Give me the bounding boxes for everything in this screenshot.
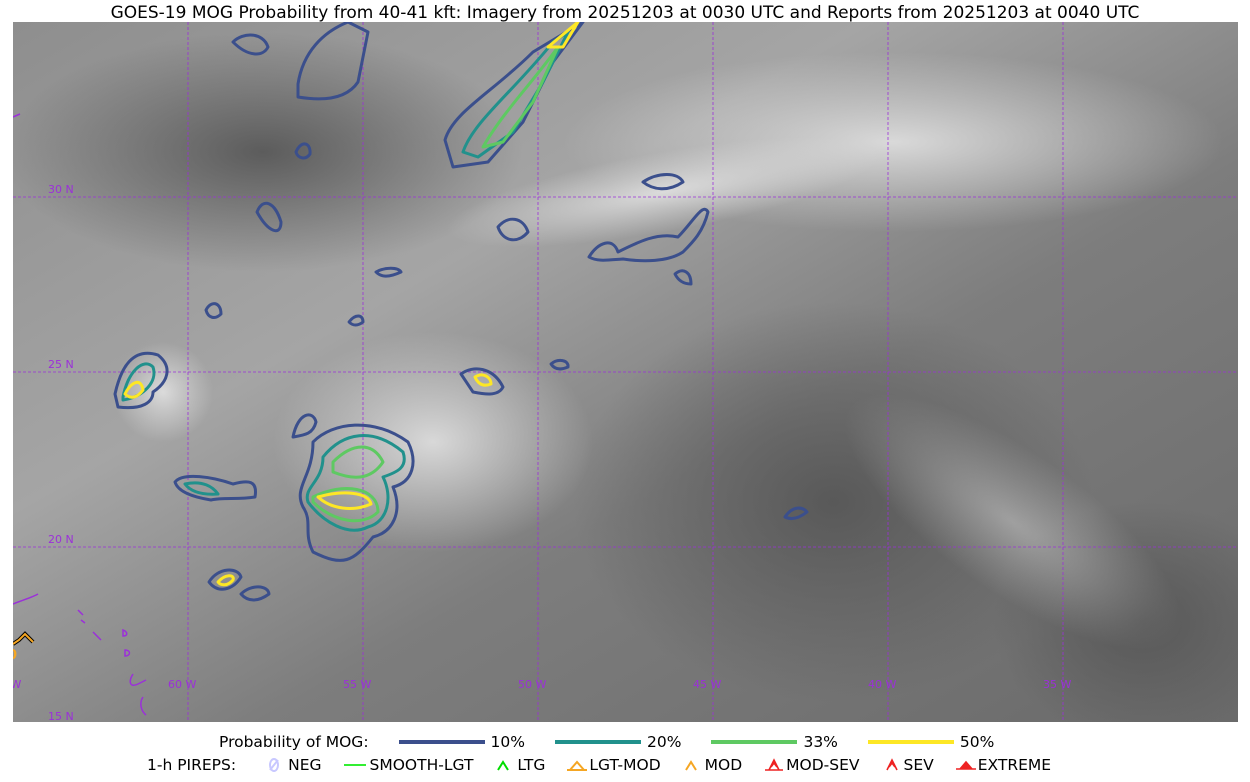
double-caret-icon (885, 758, 898, 771)
caret-icon (497, 760, 510, 771)
contour-10pct (113, 351, 169, 410)
longitude-label: 65 W (13, 678, 21, 691)
longitude-label: 60 W (168, 678, 196, 691)
figure-title: GOES-19 MOG Probability from 40-41 kft: … (110, 3, 1140, 23)
legend-swatch (555, 740, 641, 744)
probability-legend: Probability of MOG: 10% 20% 33% 50% (0, 733, 1250, 751)
contour-10pct (255, 201, 283, 233)
line-icon (343, 764, 366, 766)
pirep-legend-item: NEG (266, 756, 322, 774)
pirep-legend-label: MOD (704, 756, 743, 774)
contour-33pct (311, 445, 385, 523)
double-caret-bar-icon (765, 758, 784, 771)
contour-10pct (459, 367, 505, 396)
graticule (13, 22, 1238, 722)
contour-10pct (587, 208, 710, 263)
longitude-label: 50 W (518, 678, 546, 691)
contour-20pct (461, 30, 570, 159)
legend-swatch (867, 740, 954, 744)
neg-icon (269, 758, 280, 772)
pirep-legend-label: NEG (288, 756, 322, 774)
contour-50pct (216, 574, 235, 587)
contour-10pct (549, 358, 570, 371)
pirep-legend-item: EXTREME (955, 756, 1052, 774)
pirep-legend-item: SEV (882, 756, 934, 774)
latitude-label: 20 N (48, 533, 74, 546)
legend-level-label: 10% (490, 733, 525, 751)
legend-level-label: 50% (959, 733, 995, 751)
pirep-legend-label: MOD-SEV (786, 756, 860, 774)
caret-bar-icon (567, 760, 588, 771)
contour-20pct (183, 481, 220, 496)
contour-10pct (291, 413, 318, 439)
contour-10pct (347, 314, 365, 327)
contour-10pct (296, 22, 370, 101)
pirep-legend-label: LGT-MOD (589, 756, 661, 774)
contour-50pct (546, 22, 580, 49)
latitude-label: 25 N (48, 358, 74, 371)
latitude-label: 15 N (48, 710, 74, 722)
contour-10pct (231, 33, 270, 56)
longitude-label: 45 W (693, 678, 721, 691)
pirep-legend-item: SMOOTH-LGT (343, 756, 474, 774)
legend-swatch (398, 740, 485, 744)
pirep-legend-item: MOD-SEV (764, 756, 860, 774)
pirep-legend-item: LGT-MOD (567, 756, 661, 774)
pirep-altitude-label: 80 (13, 648, 17, 663)
legend-level-label: 33% (803, 733, 838, 751)
pirep-legend: 1-h PIREPS: NEG SMOOTH-LGT LTG LGT-MOD MOD MO… (0, 756, 1250, 774)
satellite-map: 80 30 N 25 N 20 N 15 N 65 W 60 W 55 W 50 W 45 W 4… (13, 22, 1238, 722)
contour-10pct (298, 423, 415, 562)
pirep-legend-title: 1-h PIREPS: (147, 756, 237, 774)
longitude-label: 55 W (343, 678, 371, 691)
contour-50pct (123, 380, 145, 399)
pirep-legend-label: LTG (517, 756, 546, 774)
pirep-legend-label: SMOOTH-LGT (369, 756, 474, 774)
contour-10pct (673, 269, 693, 286)
contour-10pct (207, 568, 243, 591)
contour-10pct (641, 173, 685, 191)
caret-icon (684, 760, 697, 771)
contour-50pct (316, 491, 373, 510)
pirep-marker: 80 (13, 631, 35, 663)
latitude-label: 30 N (48, 183, 74, 196)
longitude-label: 35 W (1043, 678, 1071, 691)
contour-10pct (783, 506, 809, 521)
pirep-legend-item: MOD (683, 756, 743, 774)
contour-10pct (204, 302, 223, 319)
contour-20pct (305, 434, 406, 532)
legend-swatch (711, 740, 798, 744)
contour-33pct (481, 45, 560, 149)
filled-triangle-icon (955, 760, 976, 770)
contour-10pct (239, 585, 271, 602)
contour-10pct (294, 142, 312, 160)
contour-10pct (173, 474, 258, 502)
coastlines (13, 113, 147, 716)
pirep-legend-label: EXTREME (977, 756, 1052, 774)
contour-10pct (374, 266, 403, 278)
pirep-legend-label: SEV (903, 756, 934, 774)
probability-legend-title: Probability of MOG: (219, 733, 369, 751)
pirep-legend-item: LTG (495, 756, 545, 774)
longitude-label: 40 W (868, 678, 896, 691)
contour-50pct (473, 373, 493, 387)
contour-10pct (496, 217, 530, 242)
legend-level-label: 20% (647, 733, 682, 751)
